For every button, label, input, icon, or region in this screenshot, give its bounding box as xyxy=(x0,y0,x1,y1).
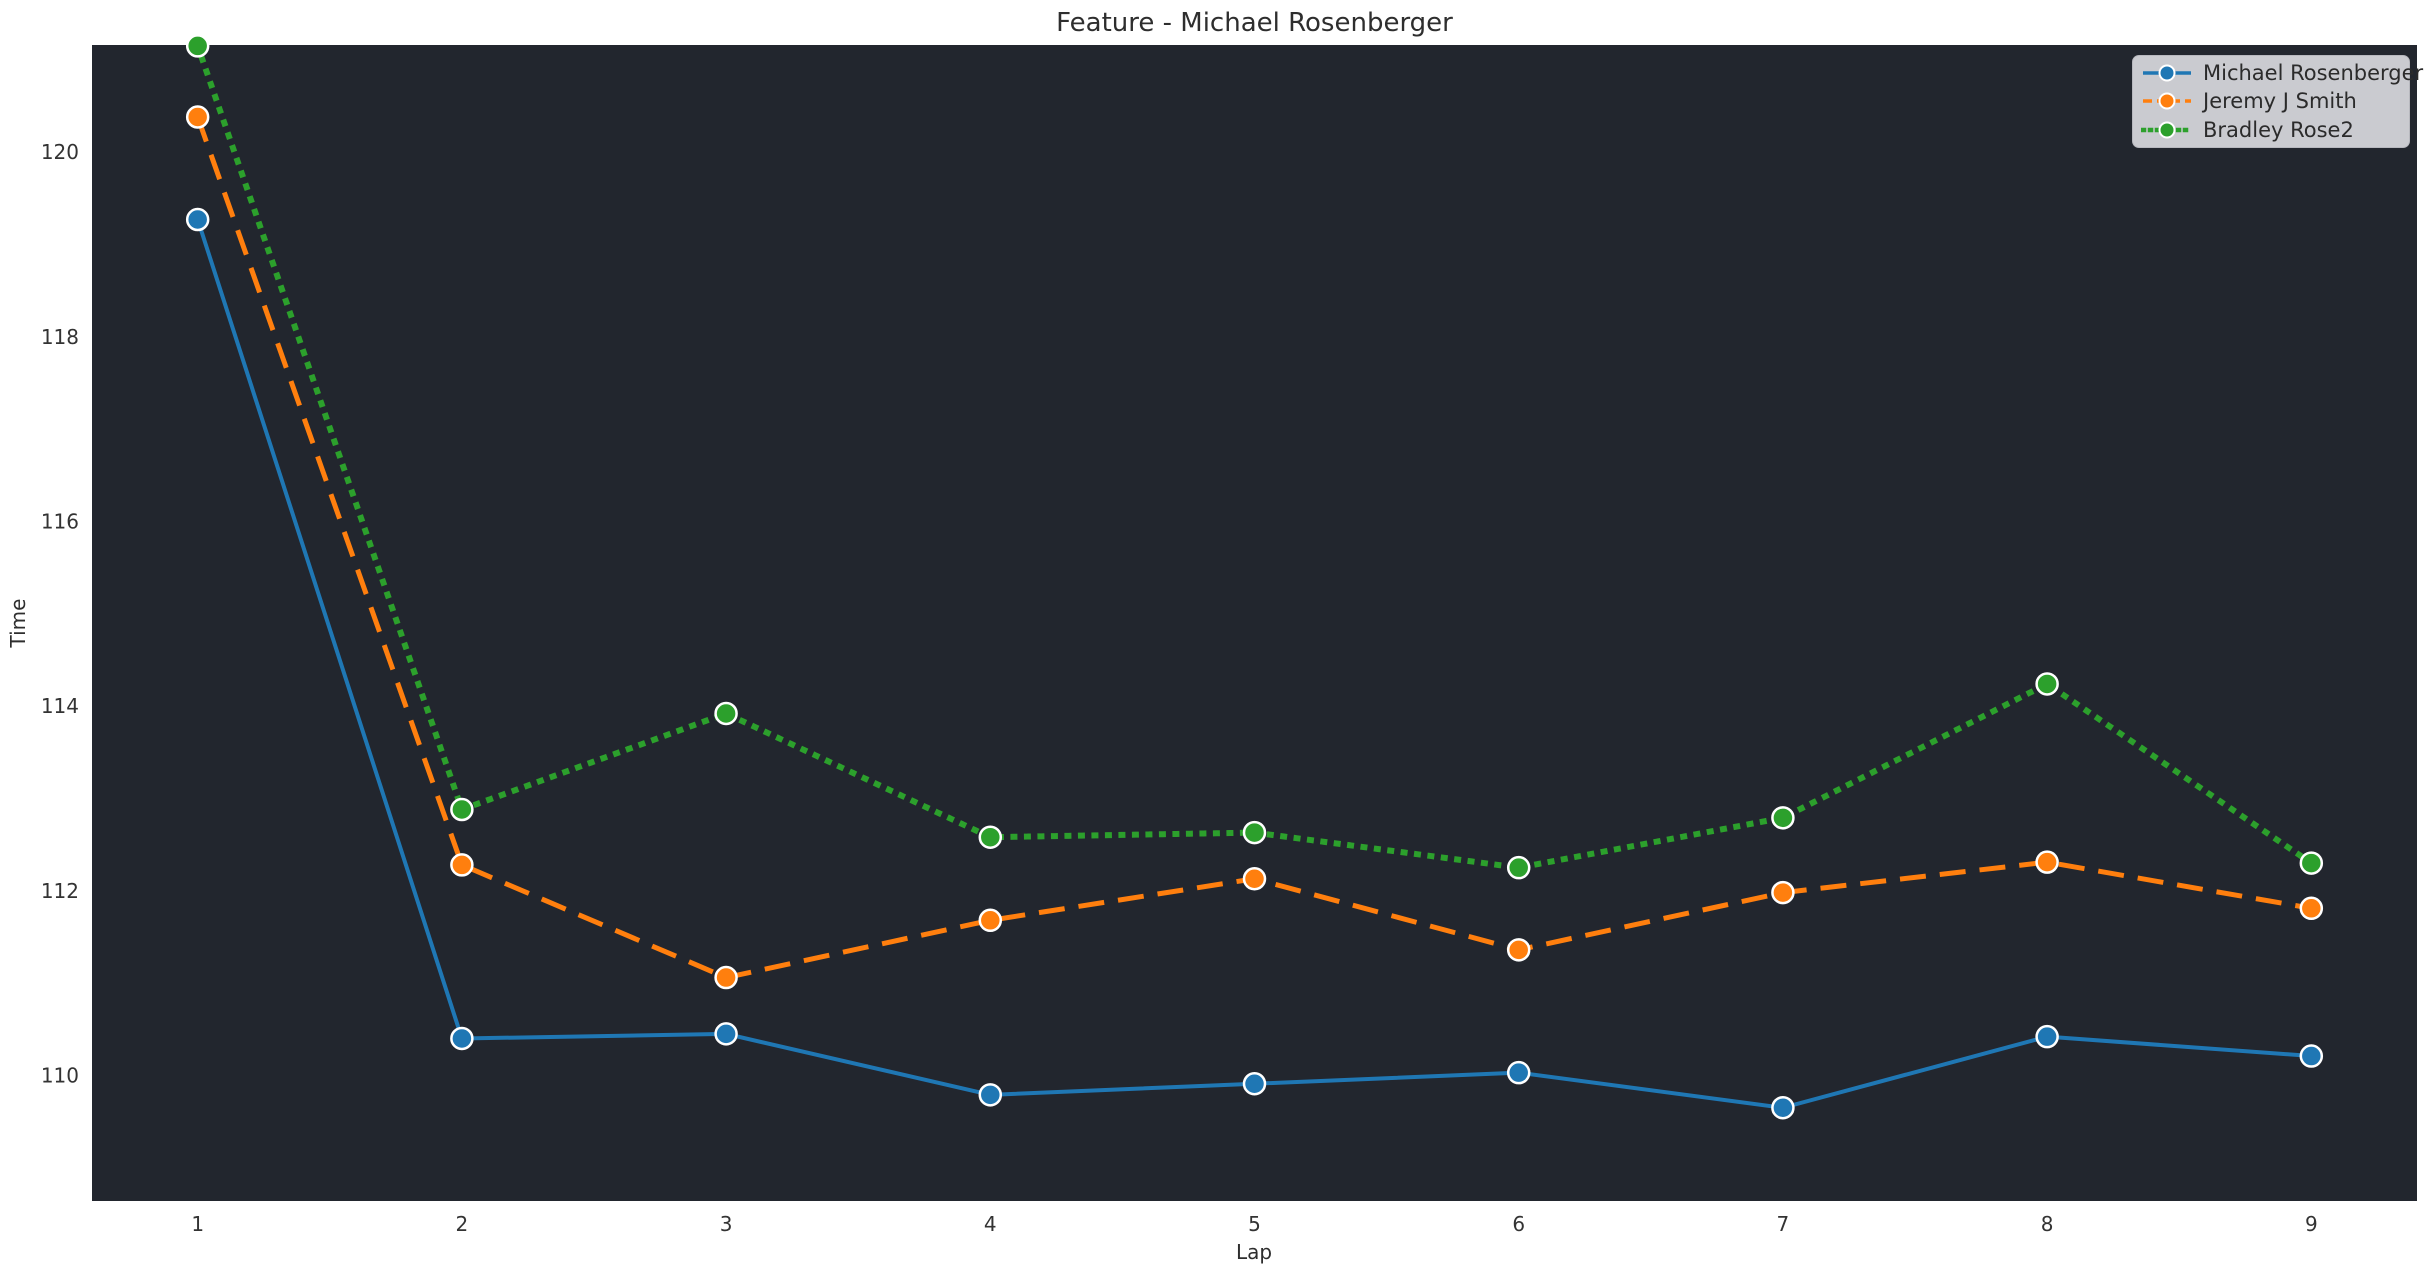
y-tick-label: 118 xyxy=(41,325,79,349)
data-point xyxy=(1242,820,1267,845)
data-point xyxy=(978,908,1003,933)
legend-label: Michael Rosenberger xyxy=(2203,61,2424,86)
legend-swatch-dashed-icon xyxy=(2143,92,2191,110)
x-tick-label: 1 xyxy=(191,1212,204,1236)
data-point xyxy=(2035,672,2059,696)
data-point xyxy=(1506,1060,1531,1085)
x-tick-label: 3 xyxy=(720,1212,733,1236)
legend-item: Jeremy J Smith xyxy=(2141,88,2401,115)
data-point xyxy=(450,797,474,822)
data-point xyxy=(1506,938,1531,962)
y-tick-label: 116 xyxy=(41,509,79,533)
data-point xyxy=(2299,896,2324,921)
data-point xyxy=(1771,880,1795,905)
data-point xyxy=(1771,806,1795,830)
data-point xyxy=(185,34,210,58)
x-tick-label: 2 xyxy=(456,1212,469,1236)
legend-swatch-solid-icon xyxy=(2143,64,2191,82)
x-tick-label: 4 xyxy=(984,1212,997,1236)
legend-item: Michael Rosenberger xyxy=(2141,60,2423,87)
chart-title: Feature - Michael Rosenberger xyxy=(1056,8,1453,38)
plot-area xyxy=(92,45,2417,1201)
data-point xyxy=(450,853,474,877)
data-point xyxy=(1506,855,1531,880)
x-tick-label: 6 xyxy=(1512,1212,1525,1236)
legend: Michael Rosenberger Jeremy J Smith Bradley… xyxy=(2132,55,2423,148)
y-tick-label: 114 xyxy=(41,694,79,718)
data-point xyxy=(714,701,738,726)
data-point xyxy=(1242,867,1267,891)
data-point xyxy=(714,965,738,990)
x-tick-label: 9 xyxy=(2305,1212,2318,1236)
data-point xyxy=(1771,1095,1795,1120)
legend-item: Bradley Rose2 xyxy=(2141,116,2401,143)
data-point xyxy=(1242,1071,1267,1096)
legend-label: Bradley Rose2 xyxy=(2203,117,2354,142)
data-point xyxy=(978,1083,1003,1107)
x-tick-label: 5 xyxy=(1248,1212,1261,1236)
data-point xyxy=(2035,850,2059,874)
data-point xyxy=(185,207,210,232)
data-point xyxy=(978,825,1003,849)
data-point xyxy=(185,105,210,129)
y-tick-label: 120 xyxy=(41,140,79,164)
x-tick-label: 7 xyxy=(1777,1212,1790,1236)
data-point xyxy=(2299,1044,2324,1068)
data-point xyxy=(450,1026,474,1051)
data-point xyxy=(2299,851,2324,875)
y-tick-label: 112 xyxy=(41,879,79,903)
data-point xyxy=(714,1022,738,1046)
x-tick-label: 8 xyxy=(2041,1212,2054,1236)
legend-label: Jeremy J Smith xyxy=(2203,89,2357,114)
legend-swatch-dotted-icon xyxy=(2141,121,2193,139)
data-point xyxy=(2035,1024,2059,1049)
x-axis-label: Lap xyxy=(1235,1240,1273,1264)
y-tick-label: 110 xyxy=(41,1063,79,1087)
